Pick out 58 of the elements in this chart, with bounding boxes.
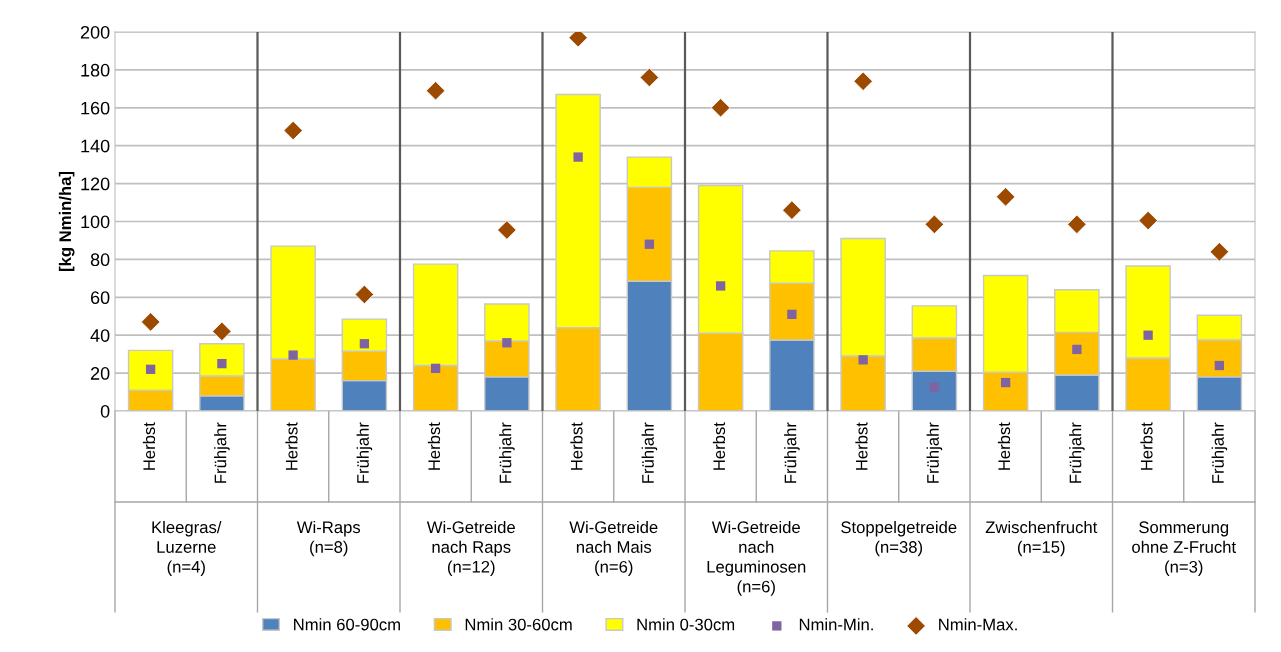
point [858, 355, 868, 365]
x-tick-label: Herbst [855, 422, 868, 470]
point [1143, 330, 1153, 340]
point [787, 309, 797, 320]
y-tick-label: 180 [81, 63, 110, 77]
x-tick-label: Herbst [712, 422, 726, 470]
y-axis-title: [kg Nmin/ha] [58, 171, 75, 272]
legend-label: Nmin 60-90cm [294, 618, 400, 631]
y-tick-label: 40 [90, 329, 110, 342]
x-tick-label: Herbst [1140, 422, 1153, 470]
text: Wi-Raps (n=8) [296, 520, 361, 557]
y-tick-label: 60 [90, 291, 110, 305]
point [573, 152, 583, 162]
x-tick-label: Frühjahr [214, 422, 230, 483]
text: Kleegras/ Luzerne (n=4) [152, 520, 222, 576]
point [145, 364, 156, 374]
x-tick-label: Herbst [142, 422, 156, 470]
x-tick-label: Herbst [285, 422, 298, 470]
y-tick-label: 20 [90, 367, 110, 380]
y-tick-label: 140 [81, 139, 110, 153]
y-tick-label: 0 [100, 404, 110, 418]
text: Wi-Getreide nach Mais (n=6) [569, 520, 658, 576]
point [359, 339, 370, 349]
x-tick-label: Frühjahr [499, 422, 515, 483]
text: Sommerung ohne Z-Frucht (n=3) [1132, 521, 1236, 576]
x-tick-label: Frühjahr [926, 422, 943, 483]
point [1214, 360, 1225, 371]
y-tick-label: 80 [90, 253, 110, 267]
point [502, 338, 512, 348]
text: Wi-Getreide nach Raps (n=12) [426, 520, 515, 576]
text: Stoppelgetreide (n=38) [841, 520, 957, 557]
x-tick-label: Frühjahr [1069, 422, 1085, 483]
text: Zwischenfrucht (n=15) [985, 520, 1098, 557]
x-tick-label: Herbst [570, 422, 583, 470]
legend-label: Nmin 0-30cm [637, 618, 735, 631]
point [1072, 344, 1082, 355]
x-tick-label: Herbst [997, 422, 1011, 470]
point [644, 239, 655, 249]
y-tick-label: 200 [80, 25, 110, 39]
legend-label: Nmin-Max. [939, 618, 1017, 631]
x-tick-label: Frühjahr [784, 422, 800, 483]
x-tick-label: Frühjahr [356, 422, 373, 483]
y-tick-label: 100 [81, 215, 110, 229]
point [288, 350, 298, 360]
legend-label: Nmin 30-60cm [465, 618, 572, 631]
point [430, 363, 441, 374]
x-tick-label: Frühjahr [641, 422, 658, 483]
point [929, 382, 940, 392]
point [1000, 377, 1011, 388]
point [715, 281, 726, 291]
text: Wi-Getreide nach Leguminosen (n=6) [707, 520, 806, 596]
point [217, 358, 227, 369]
point [924, 214, 945, 235]
legend-label: Nmin-Min. [799, 618, 873, 631]
y-tick-label: 160 [81, 101, 110, 115]
y-tick-label: 120 [81, 177, 110, 191]
x-tick-label: Herbst [427, 422, 441, 470]
x-tick-label: Frühjahr [1211, 422, 1228, 483]
